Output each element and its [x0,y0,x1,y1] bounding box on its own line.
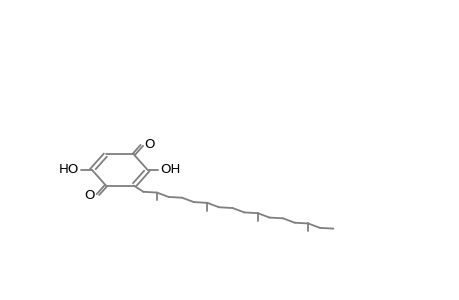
Text: OH: OH [160,164,180,176]
Text: HO: HO [59,164,79,176]
Text: O: O [144,138,155,151]
Text: O: O [84,189,95,202]
